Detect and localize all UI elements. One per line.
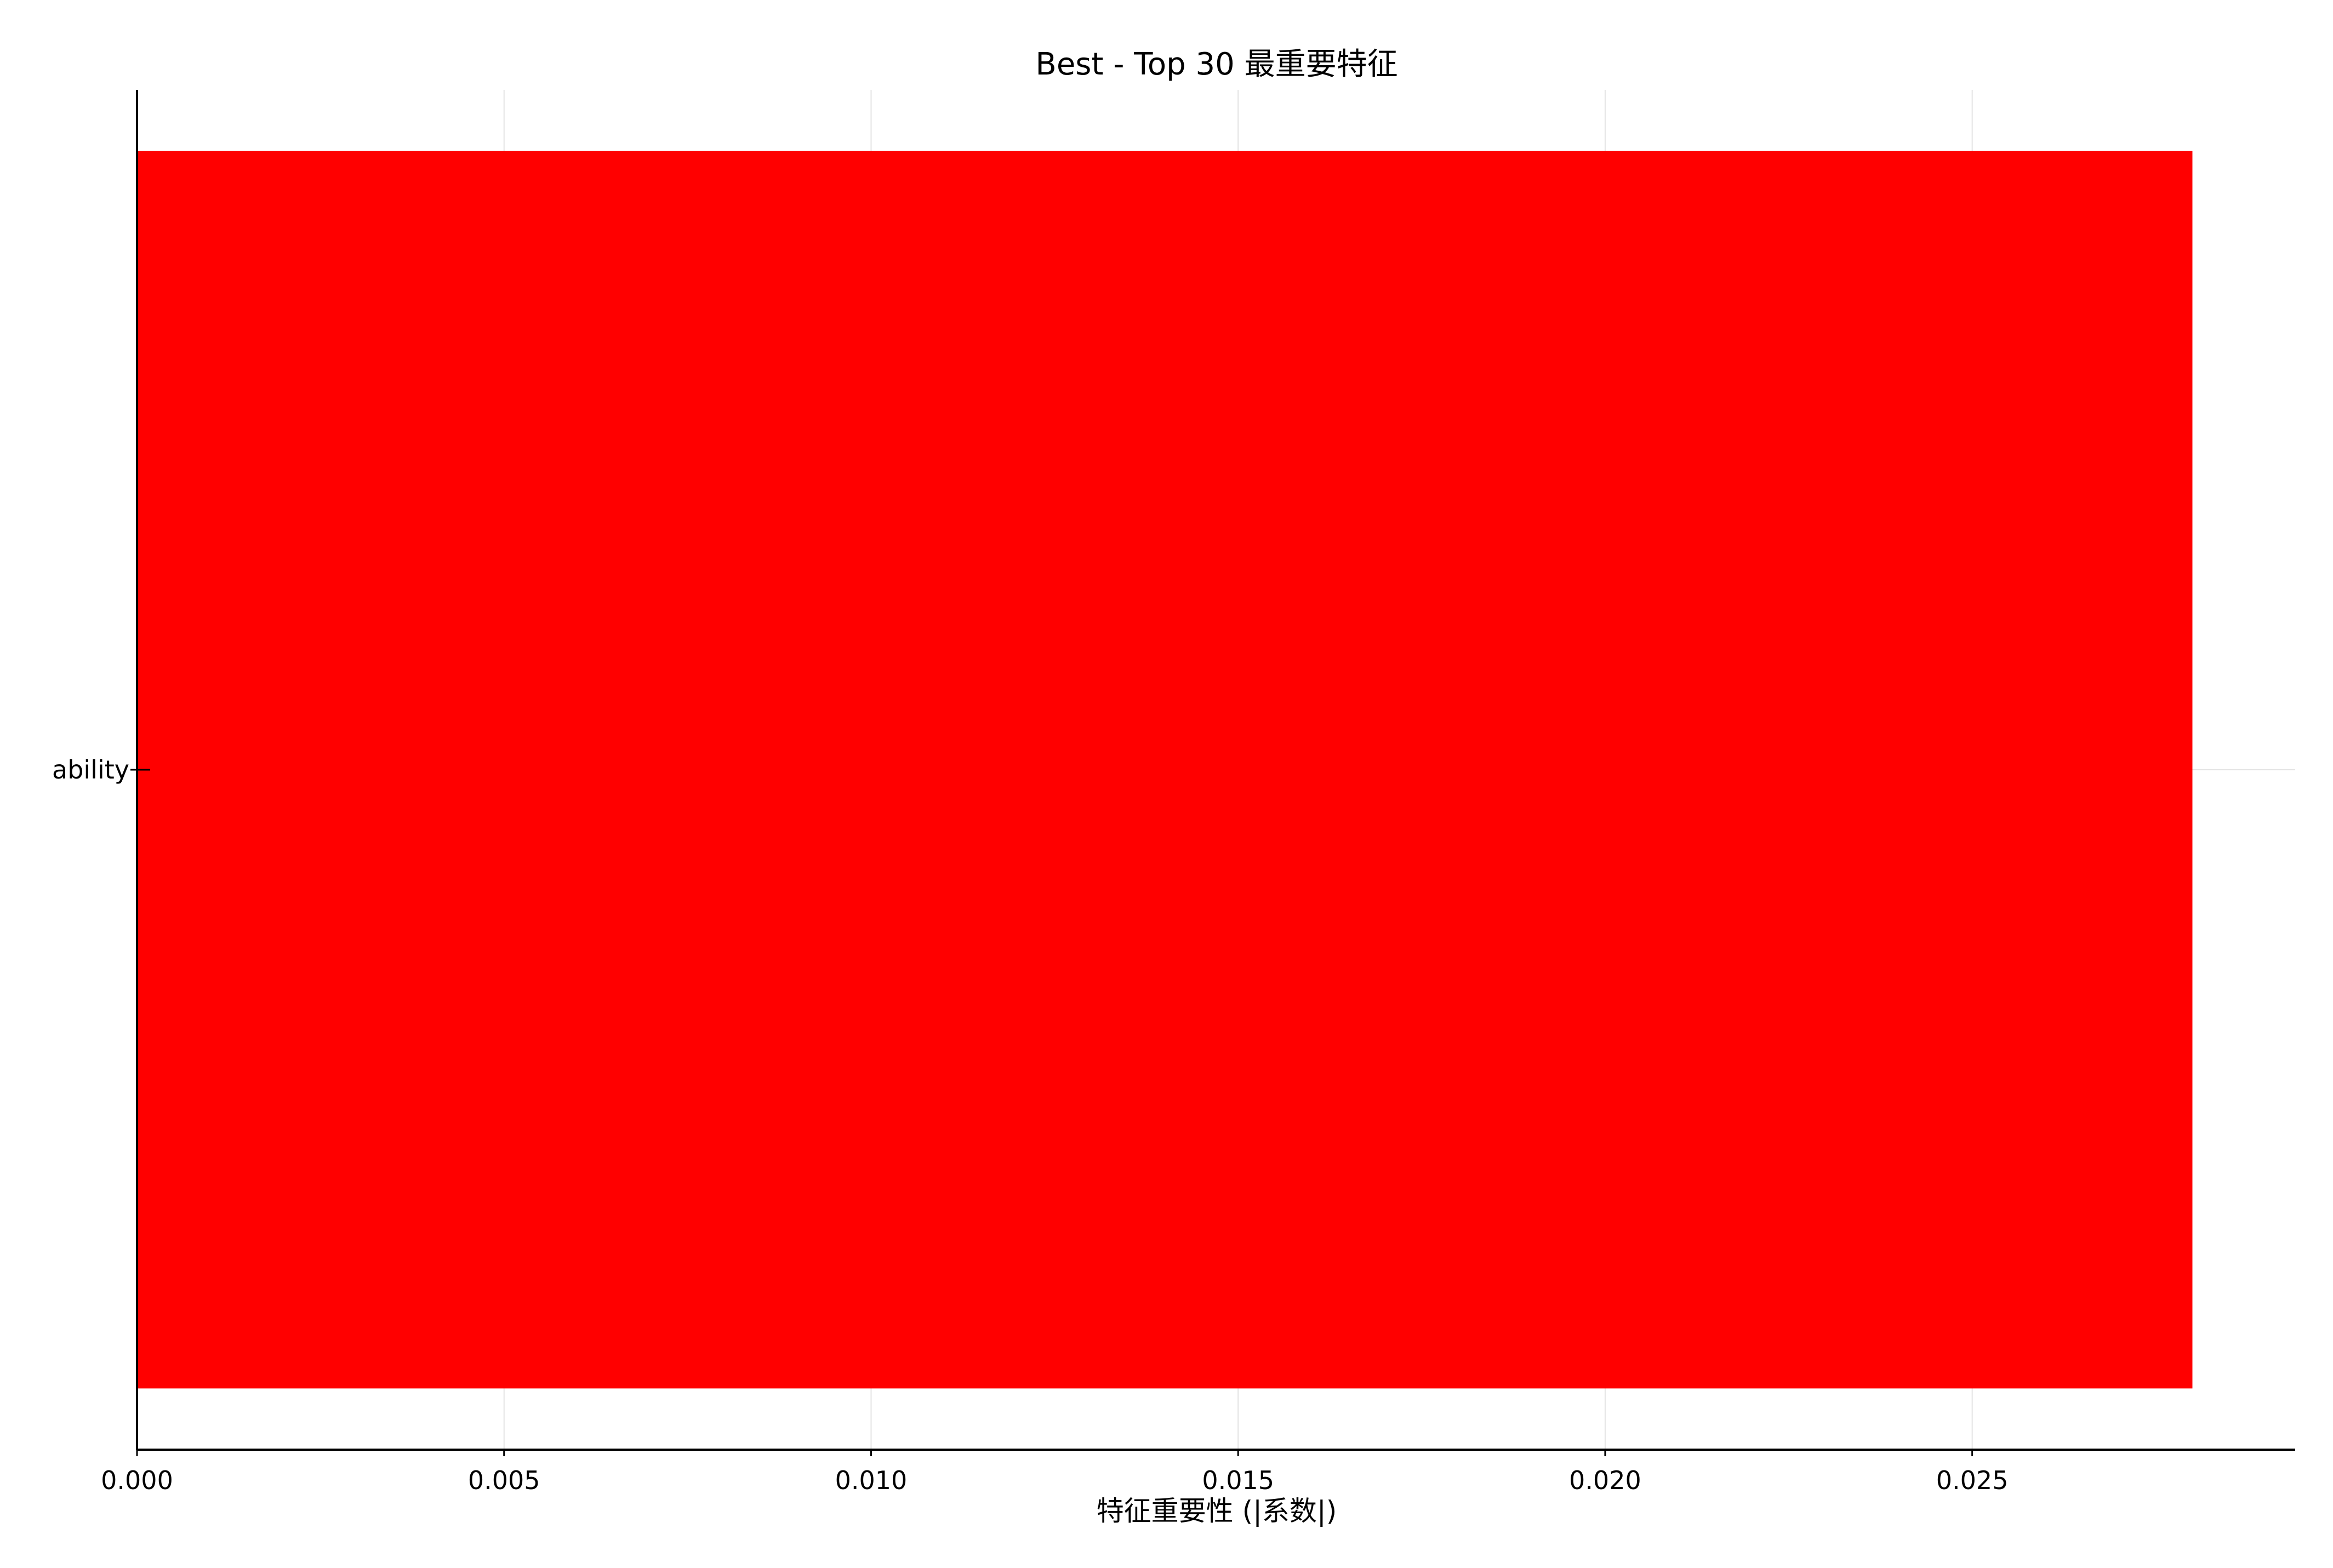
x-tick-label: 0.005 xyxy=(468,1466,540,1495)
y-tick-label: ability xyxy=(52,755,129,785)
x-tick-label: 0.020 xyxy=(1569,1466,1641,1495)
bars xyxy=(137,151,2193,1389)
y-axis-ticks: ability xyxy=(52,755,150,785)
x-tick-label: 0.025 xyxy=(1936,1466,2009,1495)
x-axis-ticks: 0.000 0.005 0.010 0.015 0.020 0.025 xyxy=(101,1450,2008,1495)
chart-title: Best - Top 30 最重要特征 xyxy=(1035,47,1397,82)
x-axis-label: 特征重要性 (|系数|) xyxy=(1097,1495,1337,1527)
x-tick-label: 0.010 xyxy=(835,1466,908,1495)
x-tick-label: 0.000 xyxy=(101,1466,173,1495)
x-tick-label: 0.015 xyxy=(1202,1466,1274,1495)
bar-ability xyxy=(137,151,2193,1389)
